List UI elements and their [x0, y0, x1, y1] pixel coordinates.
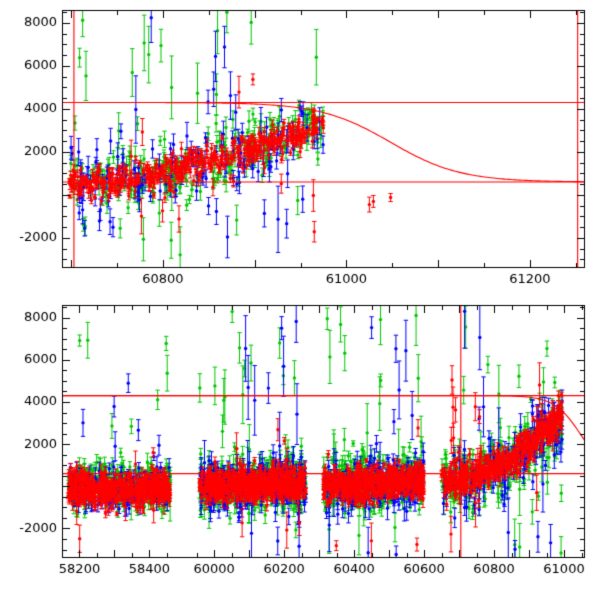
- bottom-panel-chart: [0, 292, 600, 600]
- top-panel-chart: [0, 0, 600, 292]
